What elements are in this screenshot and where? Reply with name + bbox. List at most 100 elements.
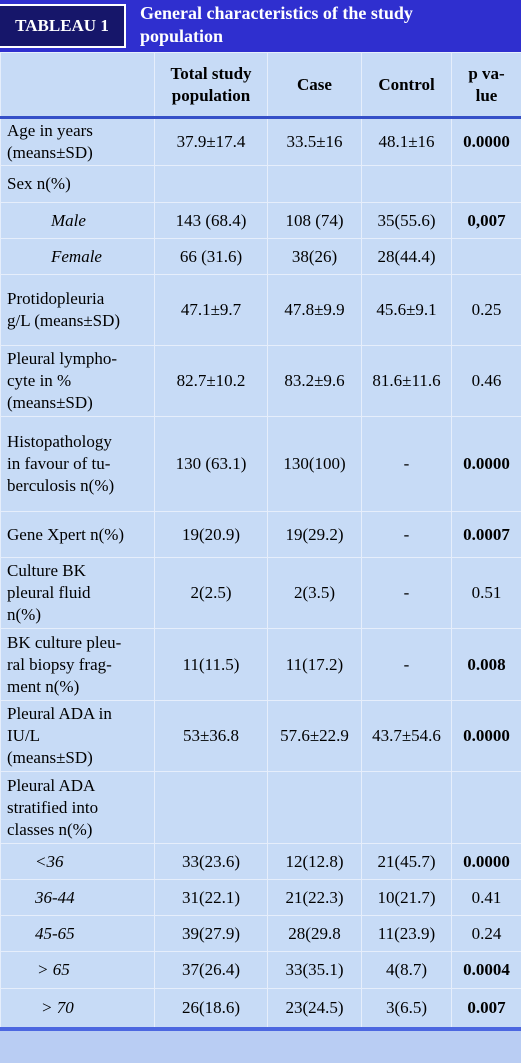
table-row: Pleural ADA stratified into classes n(%) [0, 771, 521, 844]
p-value-cell: 0.24 [451, 915, 521, 952]
table-row: Male 143 (68.4) 108 (74) 35(55.6) 0,007 [0, 202, 521, 239]
value-cell: 37.9±17.4 [154, 117, 268, 166]
table-row: Gene Xpert n(%) 19(20.9) 19(29.2) -0.0007 [0, 511, 521, 558]
row-label: 36-44 [0, 879, 155, 916]
table-row: > 70 26(18.6) 23(24.5) 3(6.5) 0.007 [0, 988, 521, 1028]
table-row: 45-65 39(27.9) 28(29.8 11(23.9) 0.24 [0, 915, 521, 952]
table-row: Female 66 (31.6) 38(26) 28(44.4) [0, 238, 521, 275]
header-cell [0, 52, 155, 119]
table-row: Histopathology in favour of tu- berculos… [0, 416, 521, 512]
value-cell [154, 771, 268, 844]
value-cell: 33(23.6) [154, 843, 268, 880]
column-header: Control [361, 52, 452, 119]
value-cell: 28(29.8 [267, 915, 362, 952]
value-cell: 83.2±9.6 [267, 345, 362, 417]
header: TABLEAU 1 General characteristics of the… [0, 0, 521, 52]
value-cell: - [361, 557, 452, 629]
row-label: Histopathology in favour of tu- berculos… [0, 416, 155, 512]
table-row: Culture BK pleural fluid n(%) 2(2.5) 2(3.5… [0, 557, 521, 629]
p-value-cell: 0.0000 [451, 416, 521, 512]
row-label: Pleural ADA stratified into classes n(%) [0, 771, 155, 844]
table-row: Sex n(%) [0, 165, 521, 203]
row-label: Pleural lympho- cyte in % (means±SD) [0, 345, 155, 417]
table-row: 36-44 31(22.1) 21(22.3) 10(21.7) 0.41 [0, 879, 521, 916]
value-cell: 19(20.9) [154, 511, 268, 558]
p-value-cell [451, 165, 521, 203]
row-label: Female [0, 238, 155, 275]
value-cell: 43.7±54.6 [361, 700, 452, 772]
row-label: Sex n(%) [0, 165, 155, 203]
value-cell [361, 165, 452, 203]
table-label: TABLEAU 1 [0, 4, 126, 48]
value-cell [267, 771, 362, 844]
value-cell [361, 771, 452, 844]
value-cell: 11(23.9) [361, 915, 452, 952]
value-cell: 11(17.2) [267, 628, 362, 701]
value-cell [267, 165, 362, 203]
p-value-cell: 0.46 [451, 345, 521, 417]
table-row: Pleural ADA in IU/L (means±SD) 53±36.8 57.… [0, 700, 521, 772]
value-cell: 53±36.8 [154, 700, 268, 772]
value-cell: - [361, 628, 452, 701]
value-cell: 38(26) [267, 238, 362, 275]
value-cell: 47.8±9.9 [267, 274, 362, 346]
column-header: p va- lue [451, 52, 521, 119]
p-value-cell: 0.008 [451, 628, 521, 701]
value-cell: 130(100) [267, 416, 362, 512]
value-cell: 12(12.8) [267, 843, 362, 880]
value-cell: 2(3.5) [267, 557, 362, 629]
value-cell: 130 (63.1) [154, 416, 268, 512]
table: Total study population Case Control p va- l… [0, 52, 521, 1028]
bottom-rule [0, 1027, 521, 1031]
row-label: > 70 [0, 988, 155, 1028]
value-cell: 35(55.6) [361, 202, 452, 239]
value-cell: - [361, 416, 452, 512]
row-label: BK culture pleu- ral biopsy frag- ment n… [0, 628, 155, 701]
p-value-cell: 0,007 [451, 202, 521, 239]
value-cell: 26(18.6) [154, 988, 268, 1028]
value-cell: 3(6.5) [361, 988, 452, 1028]
table-body: Age in years (means±SD) 37.9±17.4 33.5±16 4… [0, 117, 521, 1028]
value-cell: 10(21.7) [361, 879, 452, 916]
p-value-cell: 0.0007 [451, 511, 521, 558]
value-cell: 31(22.1) [154, 879, 268, 916]
p-value-cell: 0.007 [451, 988, 521, 1028]
p-value-cell [451, 771, 521, 844]
value-cell: 11(11.5) [154, 628, 268, 701]
p-value-cell: 0.0000 [451, 843, 521, 880]
p-value-cell: 0.41 [451, 879, 521, 916]
table-title: General characteristics of the study pop… [140, 3, 413, 46]
row-label: Protidopleuria g/L (means±SD) [0, 274, 155, 346]
value-cell: 28(44.4) [361, 238, 452, 275]
table-row: Age in years (means±SD) 37.9±17.4 33.5±16 4… [0, 117, 521, 166]
footer-band [0, 1031, 521, 1063]
row-label: Gene Xpert n(%) [0, 511, 155, 558]
value-cell: 143 (68.4) [154, 202, 268, 239]
value-cell: 66 (31.6) [154, 238, 268, 275]
value-cell: 2(2.5) [154, 557, 268, 629]
value-cell: 57.6±22.9 [267, 700, 362, 772]
value-cell: 23(24.5) [267, 988, 362, 1028]
value-cell: 108 (74) [267, 202, 362, 239]
value-cell: 21(22.3) [267, 879, 362, 916]
row-label: > 65 [0, 951, 155, 989]
value-cell: 48.1±16 [361, 117, 452, 166]
value-cell: 19(29.2) [267, 511, 362, 558]
p-value-cell: 0.25 [451, 274, 521, 346]
row-label: Male [0, 202, 155, 239]
header-row: Total study population Case Control p va- l… [0, 52, 521, 119]
p-value-cell: 0.0004 [451, 951, 521, 989]
value-cell: 21(45.7) [361, 843, 452, 880]
table-row: > 65 37(26.4) 33(35.1) 4(8.7) 0.0004 [0, 951, 521, 989]
table-row: Protidopleuria g/L (means±SD) 47.1±9.7 47.… [0, 274, 521, 346]
value-cell: 4(8.7) [361, 951, 452, 989]
column-header: Case [267, 52, 362, 119]
value-cell: 45.6±9.1 [361, 274, 452, 346]
row-label: Pleural ADA in IU/L (means±SD) [0, 700, 155, 772]
value-cell: - [361, 511, 452, 558]
row-label: Culture BK pleural fluid n(%) [0, 557, 155, 629]
table-row: BK culture pleu- ral biopsy frag- ment n… [0, 628, 521, 701]
table-row: <36 33(23.6) 12(12.8) 21(45.7) 0.0000 [0, 843, 521, 880]
p-value-cell [451, 238, 521, 275]
